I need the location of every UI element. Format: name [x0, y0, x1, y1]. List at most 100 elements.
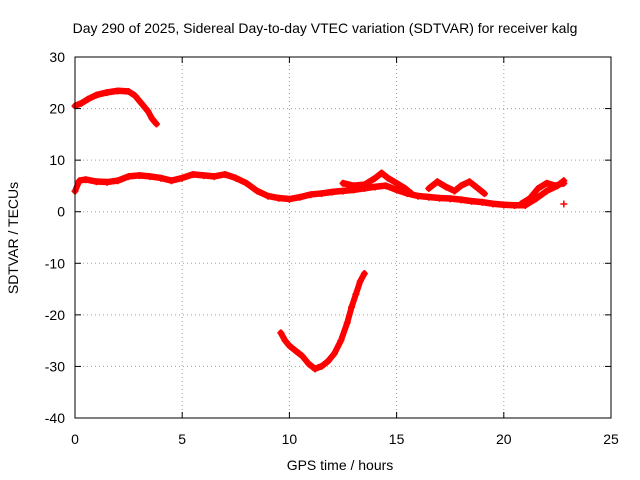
data-point — [371, 183, 379, 191]
x-tick-label: 0 — [71, 431, 79, 447]
data-point — [446, 195, 454, 203]
data-point — [343, 319, 351, 327]
data-point — [146, 173, 154, 181]
data-point — [425, 193, 433, 201]
data-point — [511, 202, 519, 210]
data-point — [298, 352, 306, 360]
data-point — [157, 174, 165, 182]
series-arc-6 — [517, 179, 568, 208]
data-point — [77, 99, 85, 107]
data-point — [125, 88, 133, 96]
data-point — [401, 185, 409, 193]
data-point — [152, 120, 160, 128]
data-point — [292, 347, 300, 355]
series-arc-3 — [277, 270, 368, 373]
data-point — [474, 185, 482, 193]
data-point — [442, 183, 450, 191]
data-point — [114, 87, 122, 95]
x-tick-label: 15 — [389, 431, 405, 447]
data-point — [305, 360, 313, 368]
data-point — [339, 187, 347, 195]
data-point — [103, 89, 111, 97]
series-line-jitter — [519, 179, 566, 204]
data-point — [517, 200, 525, 208]
data-point — [337, 337, 345, 345]
series-arc-2 — [71, 171, 568, 210]
y-tick-label: -40 — [45, 410, 65, 426]
y-axis-label: SDTVAR / TECUs — [5, 182, 21, 294]
y-tick-label: 0 — [57, 204, 65, 220]
y-tick-label: 30 — [49, 49, 65, 65]
data-point — [178, 174, 186, 182]
data-point — [551, 182, 559, 190]
y-tick-label: 20 — [49, 101, 65, 117]
data-point — [144, 107, 152, 115]
data-point — [75, 177, 83, 185]
data-point — [468, 197, 476, 205]
data-point — [264, 192, 272, 200]
data-point — [433, 178, 441, 186]
data-point — [414, 192, 422, 200]
x-tick-label: 10 — [282, 431, 298, 447]
series-layer — [71, 87, 568, 373]
y-tick-label: -30 — [45, 358, 65, 374]
data-point — [384, 174, 392, 182]
data-point — [393, 186, 401, 194]
data-point — [285, 342, 293, 350]
data-point — [478, 198, 486, 206]
data-point — [243, 179, 251, 187]
chart-title: Day 290 of 2025, Sidereal Day-to-day VTE… — [73, 20, 578, 36]
data-point — [560, 179, 568, 187]
x-axis-label: GPS time / hours — [287, 457, 394, 473]
data-point — [543, 187, 551, 195]
data-point — [281, 337, 289, 345]
data-point — [526, 195, 534, 203]
series-arc-5 — [425, 178, 489, 198]
data-point — [408, 190, 416, 198]
data-point — [103, 178, 111, 186]
data-point — [500, 201, 508, 209]
data-point — [352, 290, 360, 298]
series-line — [425, 178, 488, 197]
data-point — [137, 99, 145, 107]
x-tick-label: 20 — [496, 431, 512, 447]
data-point — [481, 190, 489, 198]
data-point — [425, 185, 433, 193]
data-point — [393, 179, 401, 187]
y-tick-label: -10 — [45, 255, 65, 271]
data-point — [148, 115, 156, 123]
data-point — [275, 194, 283, 202]
data-point — [92, 91, 100, 99]
data-point — [534, 185, 542, 193]
data-point — [82, 176, 90, 184]
data-point — [465, 178, 473, 186]
data-point — [277, 329, 285, 337]
series-arc-4 — [339, 169, 416, 198]
data-point — [489, 200, 497, 208]
axis-ticks — [74, 56, 612, 419]
series-line-jitter — [73, 171, 566, 205]
data-point — [253, 187, 261, 195]
data-point — [360, 270, 368, 278]
data-point — [114, 177, 122, 185]
data-point — [435, 194, 443, 202]
plot-frame — [74, 56, 612, 419]
data-point — [560, 200, 568, 208]
data-point — [92, 178, 100, 186]
data-point — [135, 172, 143, 180]
data-point — [378, 169, 386, 177]
data-point — [318, 362, 326, 370]
data-point — [457, 182, 465, 190]
data-point — [360, 181, 368, 189]
series-line — [277, 270, 368, 372]
data-point — [311, 365, 319, 373]
series-arc-7 — [560, 200, 568, 208]
data-point — [131, 92, 139, 100]
data-point — [532, 195, 540, 203]
grid — [75, 57, 611, 418]
data-point — [324, 357, 332, 365]
data-point — [348, 303, 356, 311]
data-point — [285, 195, 293, 203]
data-point — [167, 177, 175, 185]
